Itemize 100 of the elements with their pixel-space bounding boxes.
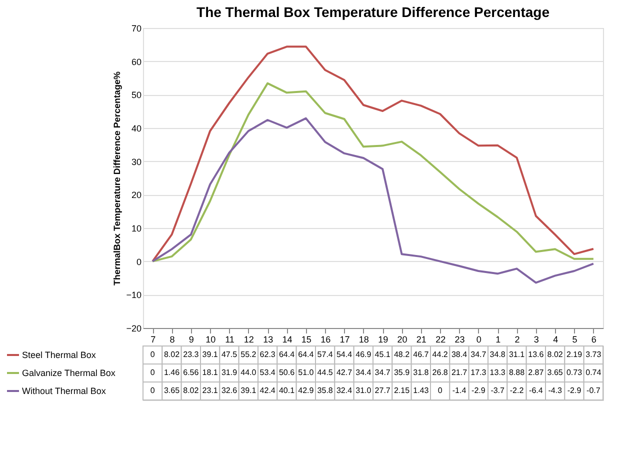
data-label: 2.15 [394,386,410,395]
x-tick-label: 9 [188,334,194,344]
data-label: 0 [438,386,443,395]
y-tick-label: 20 [131,190,142,200]
data-label: 0.73 [566,368,583,377]
data-label: 51.0 [298,368,314,377]
data-label: 21.7 [451,368,468,377]
data-label: 54.4 [336,350,353,359]
data-label: 42.4 [260,386,276,395]
data-label: 3.73 [586,350,602,359]
line-series [152,117,594,284]
data-label: -0.7 [586,386,601,395]
data-label: 8.02 [183,386,200,395]
data-label: 3.65 [547,368,564,377]
x-tick-label: 6 [591,334,596,344]
y-tick-label: 40 [131,124,142,134]
y-tick-label: 10 [131,224,142,234]
data-label: 0 [150,368,156,377]
data-label: 55.2 [240,350,257,359]
data-label: 35.8 [317,386,334,395]
x-tick-label: 22 [436,334,446,344]
x-tick-label: 15 [301,334,312,344]
data-label: 47.5 [221,350,238,359]
data-label: -1.4 [452,386,467,395]
data-label: 44.2 [432,350,448,359]
x-tick-label: 8 [170,334,175,344]
data-label: 53.4 [260,368,276,377]
y-axis-title: ThermalBox Temperature Difference Percentage% [112,72,122,286]
data-label: 23.1 [202,386,218,395]
data-label: -6.4 [529,386,544,395]
data-label: 0.74 [586,368,602,377]
y-tick-label: 50 [131,90,142,100]
x-tick-label: 7 [150,334,156,344]
data-label: 32.6 [221,386,238,395]
legend-label: Steel Thermal Box [22,350,96,360]
x-tick-label: 10 [206,334,216,344]
x-tick-label: 16 [320,334,331,344]
x-tick-label: 11 [225,334,234,344]
data-label: 1.46 [164,368,180,377]
x-tick-label: 5 [572,334,578,344]
data-label: 42.7 [336,368,353,377]
data-label: 3.65 [164,386,180,395]
data-label: -2.2 [510,386,524,395]
data-label: 64.4 [298,350,314,359]
data-label: -2.9 [472,386,486,395]
data-label: 32.4 [336,386,353,395]
data-label: 13.6 [528,350,544,359]
data-label: 31.1 [508,350,526,359]
data-label: 45.1 [374,350,391,359]
data-label: 42.9 [298,386,314,395]
y-tick-label: 60 [131,56,142,67]
y-tick-label: 70 [131,24,142,34]
data-label: 57.4 [317,350,334,359]
data-label: 8.02 [547,350,564,359]
data-label: 1.43 [413,386,430,395]
x-tick-label: 20 [397,334,408,344]
data-label: 39.1 [202,350,218,359]
data-label: -2.9 [567,386,582,395]
data-label: 35.9 [394,368,410,377]
legend-label: Galvanize Thermal Box [22,368,116,378]
x-tick-label: 4 [553,334,558,344]
data-label: 0 [150,386,156,395]
x-tick-label: 14 [282,334,292,344]
y-tick-label: 30 [131,156,142,167]
data-label: 6.56 [183,368,200,377]
x-tick-label: 17 [340,334,350,344]
data-label: 8.88 [508,368,526,377]
data-label: 8.02 [164,350,180,359]
data-label: 38.4 [451,350,468,359]
data-label: 44.5 [317,368,334,377]
x-tick-label: 23 [454,334,465,344]
data-label: 31.0 [356,386,372,395]
chart-title: The Thermal Box Temperature Difference Percentage [196,4,550,20]
data-label: 34.4 [356,368,372,377]
data-label: 34.8 [490,350,506,359]
x-tick-label: 18 [358,334,369,344]
x-tick-label: 2 [514,334,520,344]
data-label: 23.3 [183,350,200,359]
data-label: 31.9 [221,368,238,377]
x-tick-label: 21 [416,334,426,344]
data-label: 44.0 [240,368,257,377]
data-label: -4.3 [548,386,563,395]
data-label: 34.7 [470,350,487,359]
x-tick-label: 13 [263,334,274,344]
x-tick-label: 3 [534,334,539,344]
line-series [152,46,594,262]
data-label: 62.3 [260,350,276,359]
data-label: 17.3 [470,368,487,377]
x-tick-label: 0 [476,334,482,344]
data-label: 50.6 [278,368,296,377]
data-label: 27.7 [374,386,391,395]
y-tick-label: −10 [126,290,142,300]
data-label: -3.7 [490,386,506,395]
y-tick-label: −20 [126,324,142,334]
data-label: 31.8 [413,368,430,377]
line-series [152,82,594,262]
data-label: 34.7 [374,368,391,377]
y-tick-label: 0 [136,256,142,267]
x-tick-label: 12 [244,334,254,344]
data-label: 39.1 [240,386,257,395]
